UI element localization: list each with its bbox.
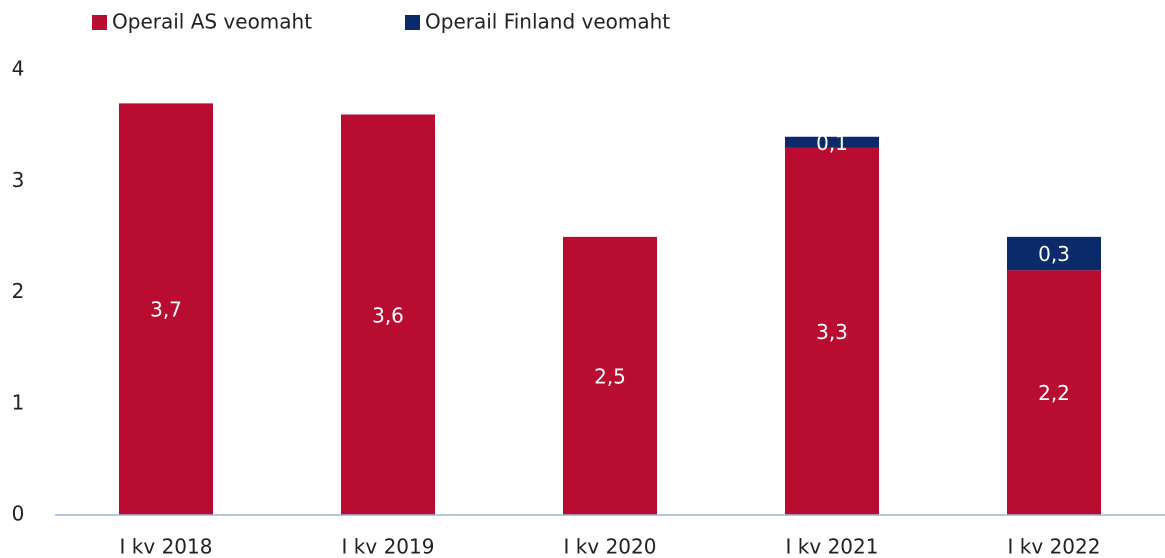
x-tick-label: I kv 2022: [1008, 535, 1101, 558]
data-label: 0,3: [1038, 242, 1070, 266]
legend-swatch: [405, 15, 420, 30]
y-tick-label: 1: [12, 390, 25, 414]
bar-segment: [341, 114, 435, 515]
y-tick-label: 0: [12, 502, 25, 526]
legend-label: Operail AS veomaht: [112, 10, 312, 34]
bar-segment: [785, 147, 879, 515]
bar-segment: [119, 103, 213, 515]
data-label: 3,7: [150, 298, 182, 322]
data-label: 2,5: [594, 364, 626, 388]
y-tick-label: 4: [12, 57, 25, 81]
bar-segment: [1007, 270, 1101, 515]
bar-segment: [785, 136, 879, 148]
bar-segment: [563, 236, 657, 515]
x-tick-label: I kv 2018: [120, 535, 213, 558]
data-label: 2,2: [1038, 381, 1070, 405]
legend-label: Operail Finland veomaht: [425, 10, 670, 34]
data-label: 3,6: [372, 303, 404, 327]
bar-segment: [1007, 236, 1101, 271]
data-label: 0,1: [816, 131, 848, 155]
x-tick-label: I kv 2020: [564, 535, 657, 558]
data-label: 3,3: [816, 320, 848, 344]
x-tick-label: I kv 2021: [786, 535, 879, 558]
x-tick-label: I kv 2019: [342, 535, 435, 558]
y-tick-label: 3: [12, 168, 25, 192]
legend-swatch: [92, 15, 107, 30]
y-tick-label: 2: [12, 279, 25, 303]
